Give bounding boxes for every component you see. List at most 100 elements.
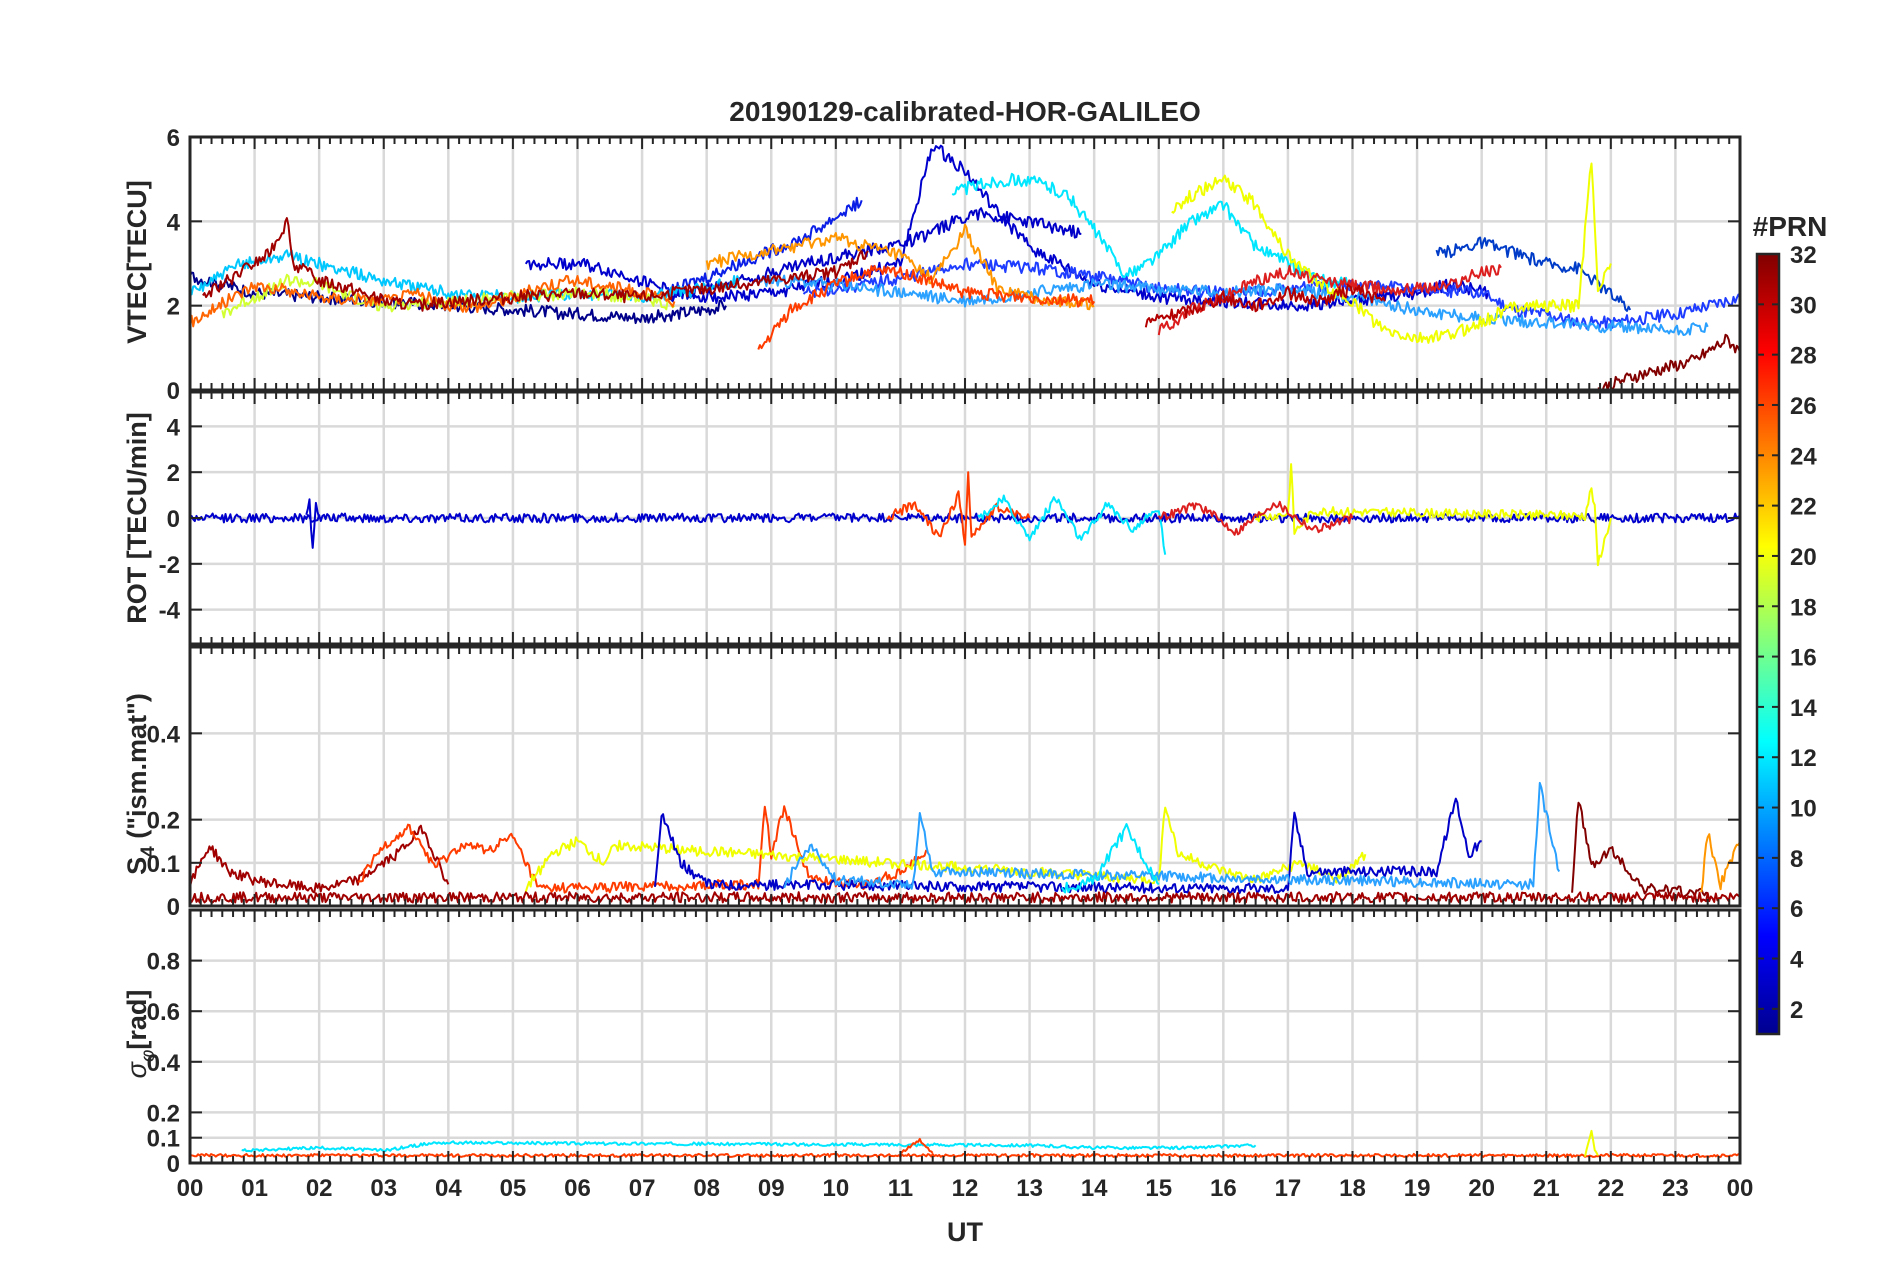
x-tick-label: 23: [1662, 1175, 1689, 1202]
rot-y-tick-label: -2: [159, 552, 180, 579]
sigma-y-tick-label: 0.8: [147, 949, 180, 976]
colorbar-tick-label: 20: [1790, 544, 1817, 571]
vtec-panel: 0 2 4 6 VTEC[TECU]: [122, 125, 1742, 405]
colorbar-tick-label: 4: [1790, 947, 1804, 974]
s4-frame: [188, 645, 1742, 908]
x-tick-label: 14: [1081, 1175, 1108, 1202]
rot-y-tick-label: 2: [167, 460, 180, 487]
colorbar-tick-label: 14: [1790, 695, 1817, 722]
sigma-frame: [188, 908, 1742, 1165]
colorbar-tick-label: 30: [1790, 292, 1817, 319]
vtec-y-tick-label: 0: [167, 378, 180, 405]
x-tick-label: 17: [1275, 1175, 1302, 1202]
s4-series-prn13: [1061, 823, 1160, 894]
x-tick-label: 11: [888, 1175, 913, 1202]
vtec-series-prn32: [1597, 333, 1741, 391]
vtec-series-prn31: [1144, 283, 1386, 328]
x-axis-label: UT: [947, 1217, 983, 1247]
figure-title: 20190129-calibrated-HOR-GALILEO: [729, 96, 1201, 127]
s4-y-tick-label: 0.1: [147, 851, 180, 878]
s4-panel: 0 0.1 0.2 0.4 S4 ("ism.mat"): [122, 645, 1742, 921]
s4-series-prn22: [1700, 833, 1741, 893]
colorbar-title: #PRN: [1753, 211, 1828, 242]
vtec-series-prn5: [666, 196, 863, 298]
x-tick-label: 00: [1727, 1175, 1754, 1202]
rot-series-prn20: [1254, 463, 1612, 567]
x-tick-label: 05: [500, 1175, 527, 1202]
x-tick-label: 13: [1016, 1175, 1043, 1202]
x-tick-label: 02: [306, 1175, 333, 1202]
sigma-y-tick-label: 0.4: [147, 1050, 181, 1077]
colorbar-gradient: [1755, 252, 1781, 1036]
rot-series-prn2: [305, 498, 321, 549]
sigma-ylabel-main: σ: [122, 1060, 152, 1078]
vtec-ylabel: VTEC[TECU]: [122, 180, 152, 344]
sigma-y-tick-label: 0.2: [147, 1100, 180, 1127]
colorbar-tick-label: 18: [1790, 594, 1817, 621]
sigma-ylabel-subscript: φ: [138, 1050, 159, 1062]
x-tick-labels: 00 01 02 03 04 05 06 07 08 09 10 11 12 13 14 15 16 17 18 19…: [177, 1175, 1754, 1202]
x-tick-label: 10: [822, 1175, 849, 1202]
sigma-y-tick-label: 0: [167, 1151, 180, 1178]
vtec-y-tick-label: 2: [167, 294, 180, 321]
s4-ylabel-main: S: [122, 857, 152, 875]
colorbar-tick-label: 26: [1790, 393, 1817, 420]
colorbar-tick-label: 12: [1790, 745, 1817, 772]
colorbar-tick-label: 22: [1790, 494, 1817, 521]
s4-y-tick-label: 0.4: [147, 721, 181, 748]
colorbar-tick-label: 16: [1790, 645, 1817, 672]
sigma-series-prn13: [241, 1140, 1257, 1153]
sigma-panel: 00.10.2 0.4 0.6 0.8 σφ[rad]: [122, 908, 1742, 1178]
vtec-y-tick-label: 4: [167, 209, 181, 236]
rot-panel: -4 -2 0 2 4 ROT [TECU/min]: [122, 390, 1742, 646]
x-tick-label: 07: [629, 1175, 656, 1202]
vtec-series-prn26: [757, 264, 1096, 350]
x-tick-label: 03: [370, 1175, 397, 1202]
x-tick-label: 06: [564, 1175, 591, 1202]
sigma-y-tick-label: 0.6: [147, 999, 180, 1026]
x-tick-label: 16: [1210, 1175, 1237, 1202]
x-tick-label: 22: [1597, 1175, 1624, 1202]
rot-y-tick-label: -4: [159, 598, 181, 625]
vtec-y-tick-label: 6: [167, 125, 180, 152]
vtec-series-prn30: [202, 217, 869, 312]
vtec-series-prn13: [951, 172, 1354, 291]
s4-y-tick-label: 0: [167, 894, 180, 921]
x-tick-label: 21: [1533, 1175, 1560, 1202]
x-tick-label: 18: [1339, 1175, 1366, 1202]
sigma-series-prn20: [1584, 1129, 1599, 1157]
s4-ylabel: S4 ("ism.mat"): [122, 693, 159, 875]
colorbar-tick-label: 32: [1790, 242, 1817, 269]
rot-series-prn13: [977, 494, 1167, 555]
sigma-ylabel-suffix: [rad]: [122, 990, 152, 1050]
s4-ylabel-suffix: ("ism.mat"): [122, 693, 152, 846]
colorbar-tick-label: 8: [1790, 846, 1803, 873]
s4-series-prn10: [783, 781, 1561, 891]
rot-series-prn26: [886, 471, 1031, 546]
sigma-y-tick-label: 0.1: [147, 1126, 180, 1153]
vtec-series-prn28: [1157, 264, 1502, 336]
colorbar-tick-label: 10: [1790, 796, 1817, 823]
x-tick-label: 04: [435, 1175, 462, 1202]
s4-y-tick-label: 0.2: [147, 808, 180, 835]
x-tick-label: 08: [693, 1175, 720, 1202]
s4-series-prn3: [654, 797, 1482, 895]
sigma-ylabel: σφ[rad]: [122, 990, 159, 1079]
x-tick-label: 00: [177, 1175, 204, 1202]
x-tick-label: 20: [1468, 1175, 1495, 1202]
rot-y-tick-label: 0: [167, 506, 180, 533]
vtec-series-prn2: [189, 271, 727, 325]
sigma-series-prn26: [900, 1137, 934, 1154]
s4-series-prn20: [524, 806, 1367, 893]
colorbar-tick-label: 28: [1790, 343, 1817, 370]
vtec-series-prn7: [1435, 236, 1632, 312]
vtec-series-prn6: [802, 257, 1741, 330]
rot-frame: [188, 390, 1742, 646]
s4-series-prn30: [189, 824, 450, 894]
s4-series-prn32: [1571, 801, 1708, 898]
rot-y-tick-label: 4: [167, 414, 181, 441]
x-tick-label: 12: [952, 1175, 979, 1202]
